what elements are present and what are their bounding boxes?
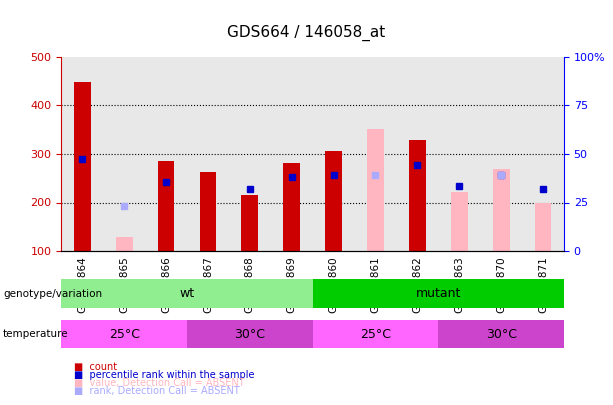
Bar bbox=[451, 192, 468, 251]
Bar bbox=[535, 202, 552, 251]
Bar bbox=[74, 83, 91, 251]
Text: 30°C: 30°C bbox=[234, 328, 265, 341]
Text: ■  value, Detection Call = ABSENT: ■ value, Detection Call = ABSENT bbox=[74, 378, 244, 388]
Text: wt: wt bbox=[180, 287, 194, 300]
Bar bbox=[116, 237, 132, 251]
Text: 25°C: 25°C bbox=[109, 328, 140, 341]
Text: genotype/variation: genotype/variation bbox=[3, 289, 102, 298]
Bar bbox=[409, 140, 425, 251]
Bar bbox=[158, 161, 175, 251]
Text: 30°C: 30°C bbox=[485, 328, 517, 341]
Text: mutant: mutant bbox=[416, 287, 461, 300]
Text: ■  rank, Detection Call = ABSENT: ■ rank, Detection Call = ABSENT bbox=[74, 386, 239, 396]
Text: 25°C: 25°C bbox=[360, 328, 391, 341]
Bar bbox=[367, 129, 384, 251]
Bar bbox=[242, 195, 258, 251]
Bar bbox=[199, 172, 216, 251]
Bar bbox=[325, 151, 342, 251]
Text: ■  percentile rank within the sample: ■ percentile rank within the sample bbox=[74, 370, 254, 379]
Text: temperature: temperature bbox=[3, 329, 69, 339]
Bar bbox=[493, 169, 509, 251]
Text: ■  count: ■ count bbox=[74, 362, 116, 371]
Bar bbox=[283, 163, 300, 251]
Text: GDS664 / 146058_at: GDS664 / 146058_at bbox=[227, 24, 386, 40]
